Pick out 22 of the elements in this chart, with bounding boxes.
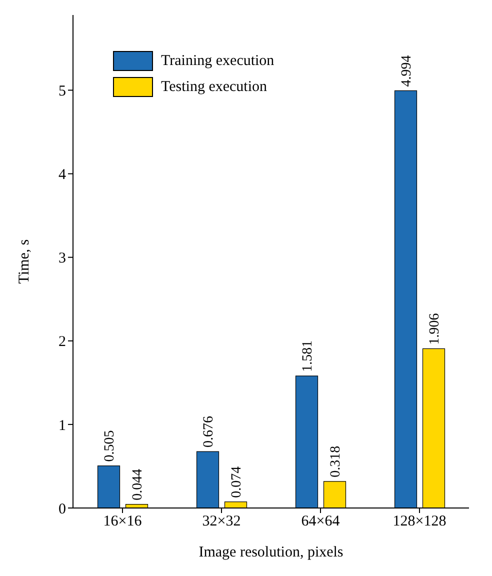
x-tick-label: 64×64 bbox=[301, 514, 340, 530]
data-label: 0.044 bbox=[130, 468, 146, 500]
x-tick-label: 16×16 bbox=[103, 514, 142, 530]
data-label: 0.505 bbox=[102, 430, 118, 462]
data-label: 4.994 bbox=[400, 55, 415, 87]
y-axis-title: Time, s bbox=[16, 239, 32, 284]
data-label: 0.676 bbox=[202, 416, 217, 448]
y-tick-label: 5 bbox=[58, 84, 66, 100]
legend-label: Testing execution bbox=[161, 78, 268, 96]
y-tick-label: 1 bbox=[58, 418, 66, 434]
data-label: 0.074 bbox=[230, 466, 245, 498]
x-tick-label: 128×128 bbox=[392, 514, 446, 530]
y-tick-label: 2 bbox=[58, 334, 66, 350]
x-axis-title: Image resolution, pixels bbox=[198, 544, 344, 561]
data-label: 1.581 bbox=[300, 340, 316, 372]
y-tick-label: 4 bbox=[58, 167, 66, 184]
data-label: 1.906 bbox=[428, 313, 443, 345]
data-label: 0.318 bbox=[328, 446, 344, 478]
legend-label: Training execution bbox=[161, 52, 274, 70]
x-tick-label: 32×32 bbox=[202, 514, 241, 530]
y-tick-label: 3 bbox=[58, 250, 66, 267]
y-tick-label: 0 bbox=[58, 501, 66, 518]
